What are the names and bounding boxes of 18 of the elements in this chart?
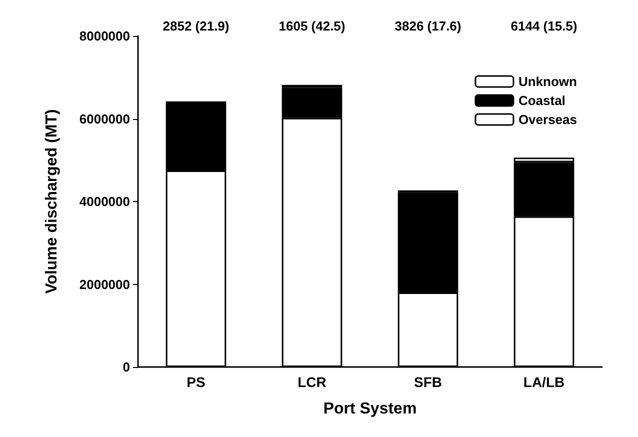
y-tick-label: 4000000 [79, 194, 130, 209]
y-tick-label: 0 [122, 360, 130, 374]
text: 2852 (21.9) [162, 18, 230, 34]
text: 6144 (15.5) [510, 18, 578, 34]
y-tick-label: 8000000 [79, 28, 130, 44]
legend-label: Unknown [518, 74, 577, 89]
y-tick-label: 2000000 [79, 276, 130, 292]
x-tick-label: LCR [298, 374, 326, 390]
legend-label: Overseas [518, 112, 578, 127]
x-tick-label: SFB [414, 374, 442, 390]
text: 1605 (42.5) [278, 18, 346, 34]
y-axis-title: Volume discharged (MT) [44, 109, 60, 294]
legend-label: Coastal [518, 93, 566, 108]
x-tick-label: PS [186, 374, 206, 390]
text: 3826 (17.6) [394, 18, 462, 34]
x-tick-label: LA/LB [523, 374, 565, 390]
y-tick-label: 6000000 [79, 111, 130, 126]
x-axis-title: Port System [323, 400, 417, 418]
